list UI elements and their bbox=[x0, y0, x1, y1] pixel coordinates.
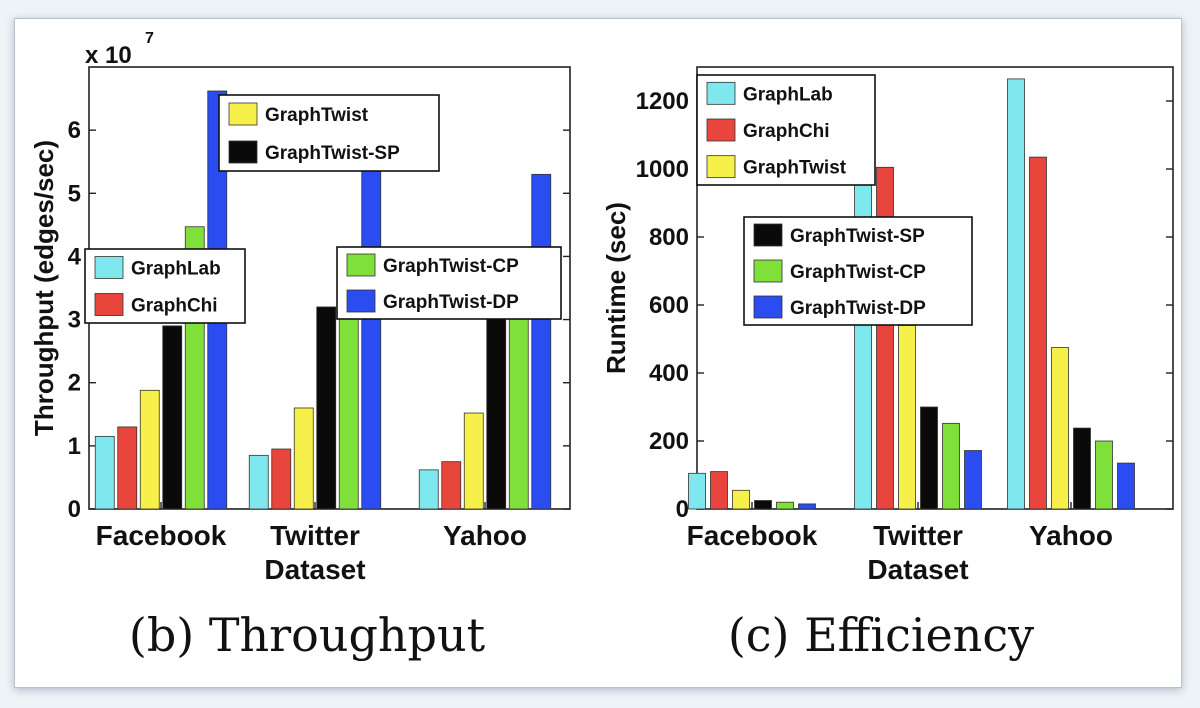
bar-graphtwist-facebook bbox=[732, 489, 750, 510]
y-tick-label: 4 bbox=[68, 243, 82, 270]
bar-graphchi-yahoo bbox=[1029, 156, 1047, 510]
y-tick-label: 800 bbox=[649, 224, 689, 251]
bar-graphlab-yahoo bbox=[1007, 78, 1025, 510]
legend-entry: GraphTwist bbox=[265, 105, 369, 126]
bar-graphchi-facebook bbox=[117, 426, 138, 510]
bar-graphtwist-facebook bbox=[139, 389, 160, 510]
bar-graphlab-twitter bbox=[248, 454, 269, 510]
legend-entry: GraphTwist bbox=[743, 158, 847, 179]
legend-swatch bbox=[94, 256, 124, 279]
y-scale-label: x 10 bbox=[85, 42, 132, 69]
x-tick-label: Facebook bbox=[687, 520, 818, 551]
y-tick-label: 400 bbox=[649, 360, 689, 387]
y-tick-label: 0 bbox=[68, 496, 81, 523]
caption-efficiency: (c) Efficiency bbox=[728, 608, 1034, 662]
figure-canvas: 0 1 2 3 4 5 6 x 10 7 Throughput (edges/sec) Facebo… bbox=[29, 30, 1174, 662]
y-tick-label: 5 bbox=[68, 180, 81, 207]
figure-frame: 0 1 2 3 4 5 6 x 10 7 Throughput (edges/sec) Facebo… bbox=[14, 18, 1182, 688]
legend-swatch bbox=[706, 118, 736, 142]
legend: GraphTwist GraphTwist-SP bbox=[218, 94, 440, 172]
bar-graphtwist-dp-yahoo bbox=[531, 173, 552, 510]
y-tick-label: 1000 bbox=[636, 156, 689, 183]
y-tick-label: 6 bbox=[68, 117, 81, 144]
x-axis-label: Dataset bbox=[867, 554, 968, 585]
x-tick-label: Facebook bbox=[96, 520, 227, 551]
bar-graphtwist-sp-facebook bbox=[162, 325, 183, 510]
x-tick-label: Yahoo bbox=[443, 520, 527, 551]
bar-graphtwist-dp-twitter bbox=[361, 154, 382, 510]
y-tick-label: 600 bbox=[649, 292, 689, 319]
bar-graphchi-facebook bbox=[710, 471, 728, 510]
bar-graphtwist-yahoo bbox=[463, 412, 484, 510]
bar-graphtwist-twitter bbox=[898, 324, 916, 510]
bar-graphtwist-yahoo bbox=[1051, 347, 1069, 510]
y-tick-label: 3 bbox=[68, 307, 81, 334]
legend: GraphTwist-SP GraphTwist-CP GraphTwist-DP bbox=[743, 216, 973, 326]
y-tick-label: 2 bbox=[68, 370, 81, 397]
y-scale-exponent: 7 bbox=[145, 30, 154, 47]
bar-graphtwist-cp-yahoo bbox=[1095, 440, 1113, 510]
chart-efficiency: 0 200 400 600 800 1000 1200 Runtime (sec) Facebo… bbox=[601, 66, 1174, 585]
bar-graphtwist-cp-facebook bbox=[776, 501, 794, 510]
legend-swatch bbox=[753, 223, 783, 247]
bar-graphlab-facebook bbox=[688, 472, 706, 510]
bar-graphtwist-cp-twitter bbox=[942, 422, 960, 510]
legend-entry: GraphTwist-CP bbox=[790, 262, 926, 283]
legend-swatch bbox=[706, 81, 736, 105]
legend-entry: GraphTwist-SP bbox=[790, 226, 925, 247]
caption-throughput: (b) Throughput bbox=[129, 608, 486, 662]
legend-swatch bbox=[753, 295, 783, 319]
legend: GraphLab GraphChi GraphTwist bbox=[696, 74, 876, 186]
bar-graphtwist-sp-yahoo bbox=[486, 316, 507, 510]
bar-graphtwist-sp-facebook bbox=[754, 500, 772, 510]
bar-graphchi-twitter bbox=[271, 448, 292, 510]
legend-swatch bbox=[94, 293, 124, 316]
legend-swatch bbox=[346, 253, 376, 277]
legend-entry: GraphChi bbox=[743, 121, 830, 142]
legend-entry: GraphChi bbox=[131, 296, 218, 317]
bar-graphchi-yahoo bbox=[441, 461, 462, 510]
legend-entry: GraphLab bbox=[131, 259, 221, 280]
legend-entry: GraphLab bbox=[743, 84, 833, 105]
bar-graphtwist-sp-twitter bbox=[316, 306, 337, 510]
bar-graphtwist-cp-twitter bbox=[338, 287, 359, 510]
y-axis-label: Throughput (edges/sec) bbox=[29, 140, 59, 436]
bar-graphtwist-cp-yahoo bbox=[508, 312, 529, 510]
y-tick-label: 1200 bbox=[636, 88, 689, 115]
bar-graphtwist-dp-yahoo bbox=[1117, 462, 1135, 510]
legend-swatch bbox=[706, 155, 736, 179]
y-tick-label: 0 bbox=[676, 496, 689, 523]
y-axis-label: Runtime (sec) bbox=[601, 202, 631, 374]
legend-swatch bbox=[346, 289, 376, 313]
bar-graphtwist-sp-twitter bbox=[920, 406, 938, 510]
legend-swatch bbox=[228, 102, 258, 126]
y-tick-label: 200 bbox=[649, 428, 689, 455]
x-tick-label: Twitter bbox=[873, 520, 963, 551]
bar-graphlab-facebook bbox=[94, 435, 115, 510]
legend-entry: GraphTwist-DP bbox=[790, 298, 926, 319]
legend-entry: GraphTwist-DP bbox=[383, 292, 519, 313]
bar-graphtwist-dp-twitter bbox=[964, 450, 982, 510]
bar-graphlab-yahoo bbox=[418, 469, 439, 510]
y-tick-label: 1 bbox=[68, 433, 81, 460]
bar-graphtwist-sp-yahoo bbox=[1073, 427, 1091, 510]
chart-throughput: 0 1 2 3 4 5 6 x 10 7 Throughput (edges/sec) Facebo… bbox=[29, 30, 571, 585]
x-axis-label: Dataset bbox=[264, 554, 365, 585]
bar-graphtwist-twitter bbox=[293, 407, 314, 510]
legend-swatch bbox=[228, 140, 258, 164]
legend-entry: GraphTwist-SP bbox=[265, 143, 400, 164]
legend-entry: GraphTwist-CP bbox=[383, 256, 519, 277]
legend: GraphLab GraphChi bbox=[84, 248, 246, 324]
legend: GraphTwist-CP GraphTwist-DP bbox=[336, 246, 562, 320]
x-tick-label: Twitter bbox=[270, 520, 360, 551]
legend-swatch bbox=[753, 259, 783, 283]
x-tick-label: Yahoo bbox=[1029, 520, 1113, 551]
bar-graphtwist-dp-facebook bbox=[798, 503, 816, 510]
